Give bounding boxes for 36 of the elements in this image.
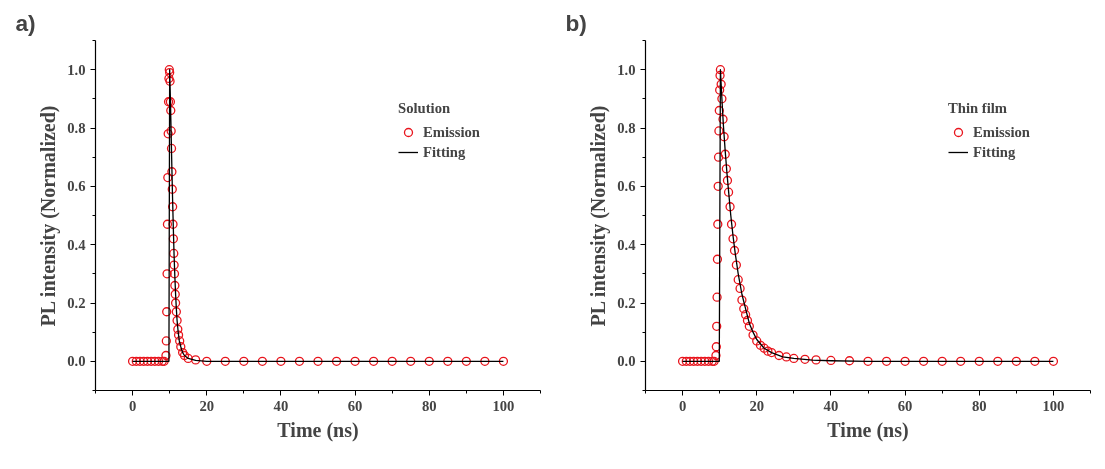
y-tick-label: 0.8 bbox=[617, 120, 636, 136]
x-tick-label: 20 bbox=[199, 397, 215, 414]
legend-title: Solution bbox=[397, 100, 452, 117]
x-tick-label: 60 bbox=[897, 397, 913, 414]
y-axis-title: PL intensity (Normalized) bbox=[37, 105, 61, 327]
chart-title: a) bbox=[15, 9, 36, 36]
y-tick-label: 0.8 bbox=[67, 120, 86, 136]
y-tick-label: 0.6 bbox=[67, 178, 86, 195]
legend-label: Fitting bbox=[422, 143, 466, 161]
chart-title: b) bbox=[565, 9, 587, 36]
y-tick-label: 0.0 bbox=[67, 353, 86, 370]
x-tick-label: 80 bbox=[421, 397, 437, 414]
y-tick-label: 1.0 bbox=[67, 61, 86, 78]
y-tick-label: 1.0 bbox=[617, 61, 636, 78]
x-tick-label: 40 bbox=[823, 397, 839, 414]
y-axis-title: PL intensity (Normalized) bbox=[587, 105, 611, 327]
x-axis-title: Time (ns) bbox=[827, 418, 909, 442]
legend-label: Emission bbox=[422, 123, 480, 141]
x-axis-title: Time (ns) bbox=[277, 418, 359, 442]
x-tick-label: 40 bbox=[273, 397, 289, 414]
y-tick-label: 0.2 bbox=[67, 295, 86, 311]
y-tick-label: 0.2 bbox=[617, 295, 636, 311]
x-tick-label: 0 bbox=[128, 397, 137, 414]
x-tick-label: 80 bbox=[971, 397, 987, 414]
y-tick-label: 0.0 bbox=[617, 353, 636, 370]
legend-label: Fitting bbox=[972, 143, 1016, 161]
legend-title: Thin film bbox=[947, 100, 1009, 117]
legend-label: Emission bbox=[972, 123, 1030, 141]
x-tick-label: 100 bbox=[1042, 397, 1065, 414]
x-tick-label: 100 bbox=[492, 397, 515, 414]
x-tick-label: 0 bbox=[678, 397, 687, 414]
y-tick-label: 0.6 bbox=[617, 178, 636, 195]
x-tick-label: 20 bbox=[749, 397, 765, 414]
y-tick-label: 0.4 bbox=[617, 236, 637, 253]
x-tick-label: 60 bbox=[347, 397, 363, 414]
y-tick-label: 0.4 bbox=[67, 236, 87, 253]
